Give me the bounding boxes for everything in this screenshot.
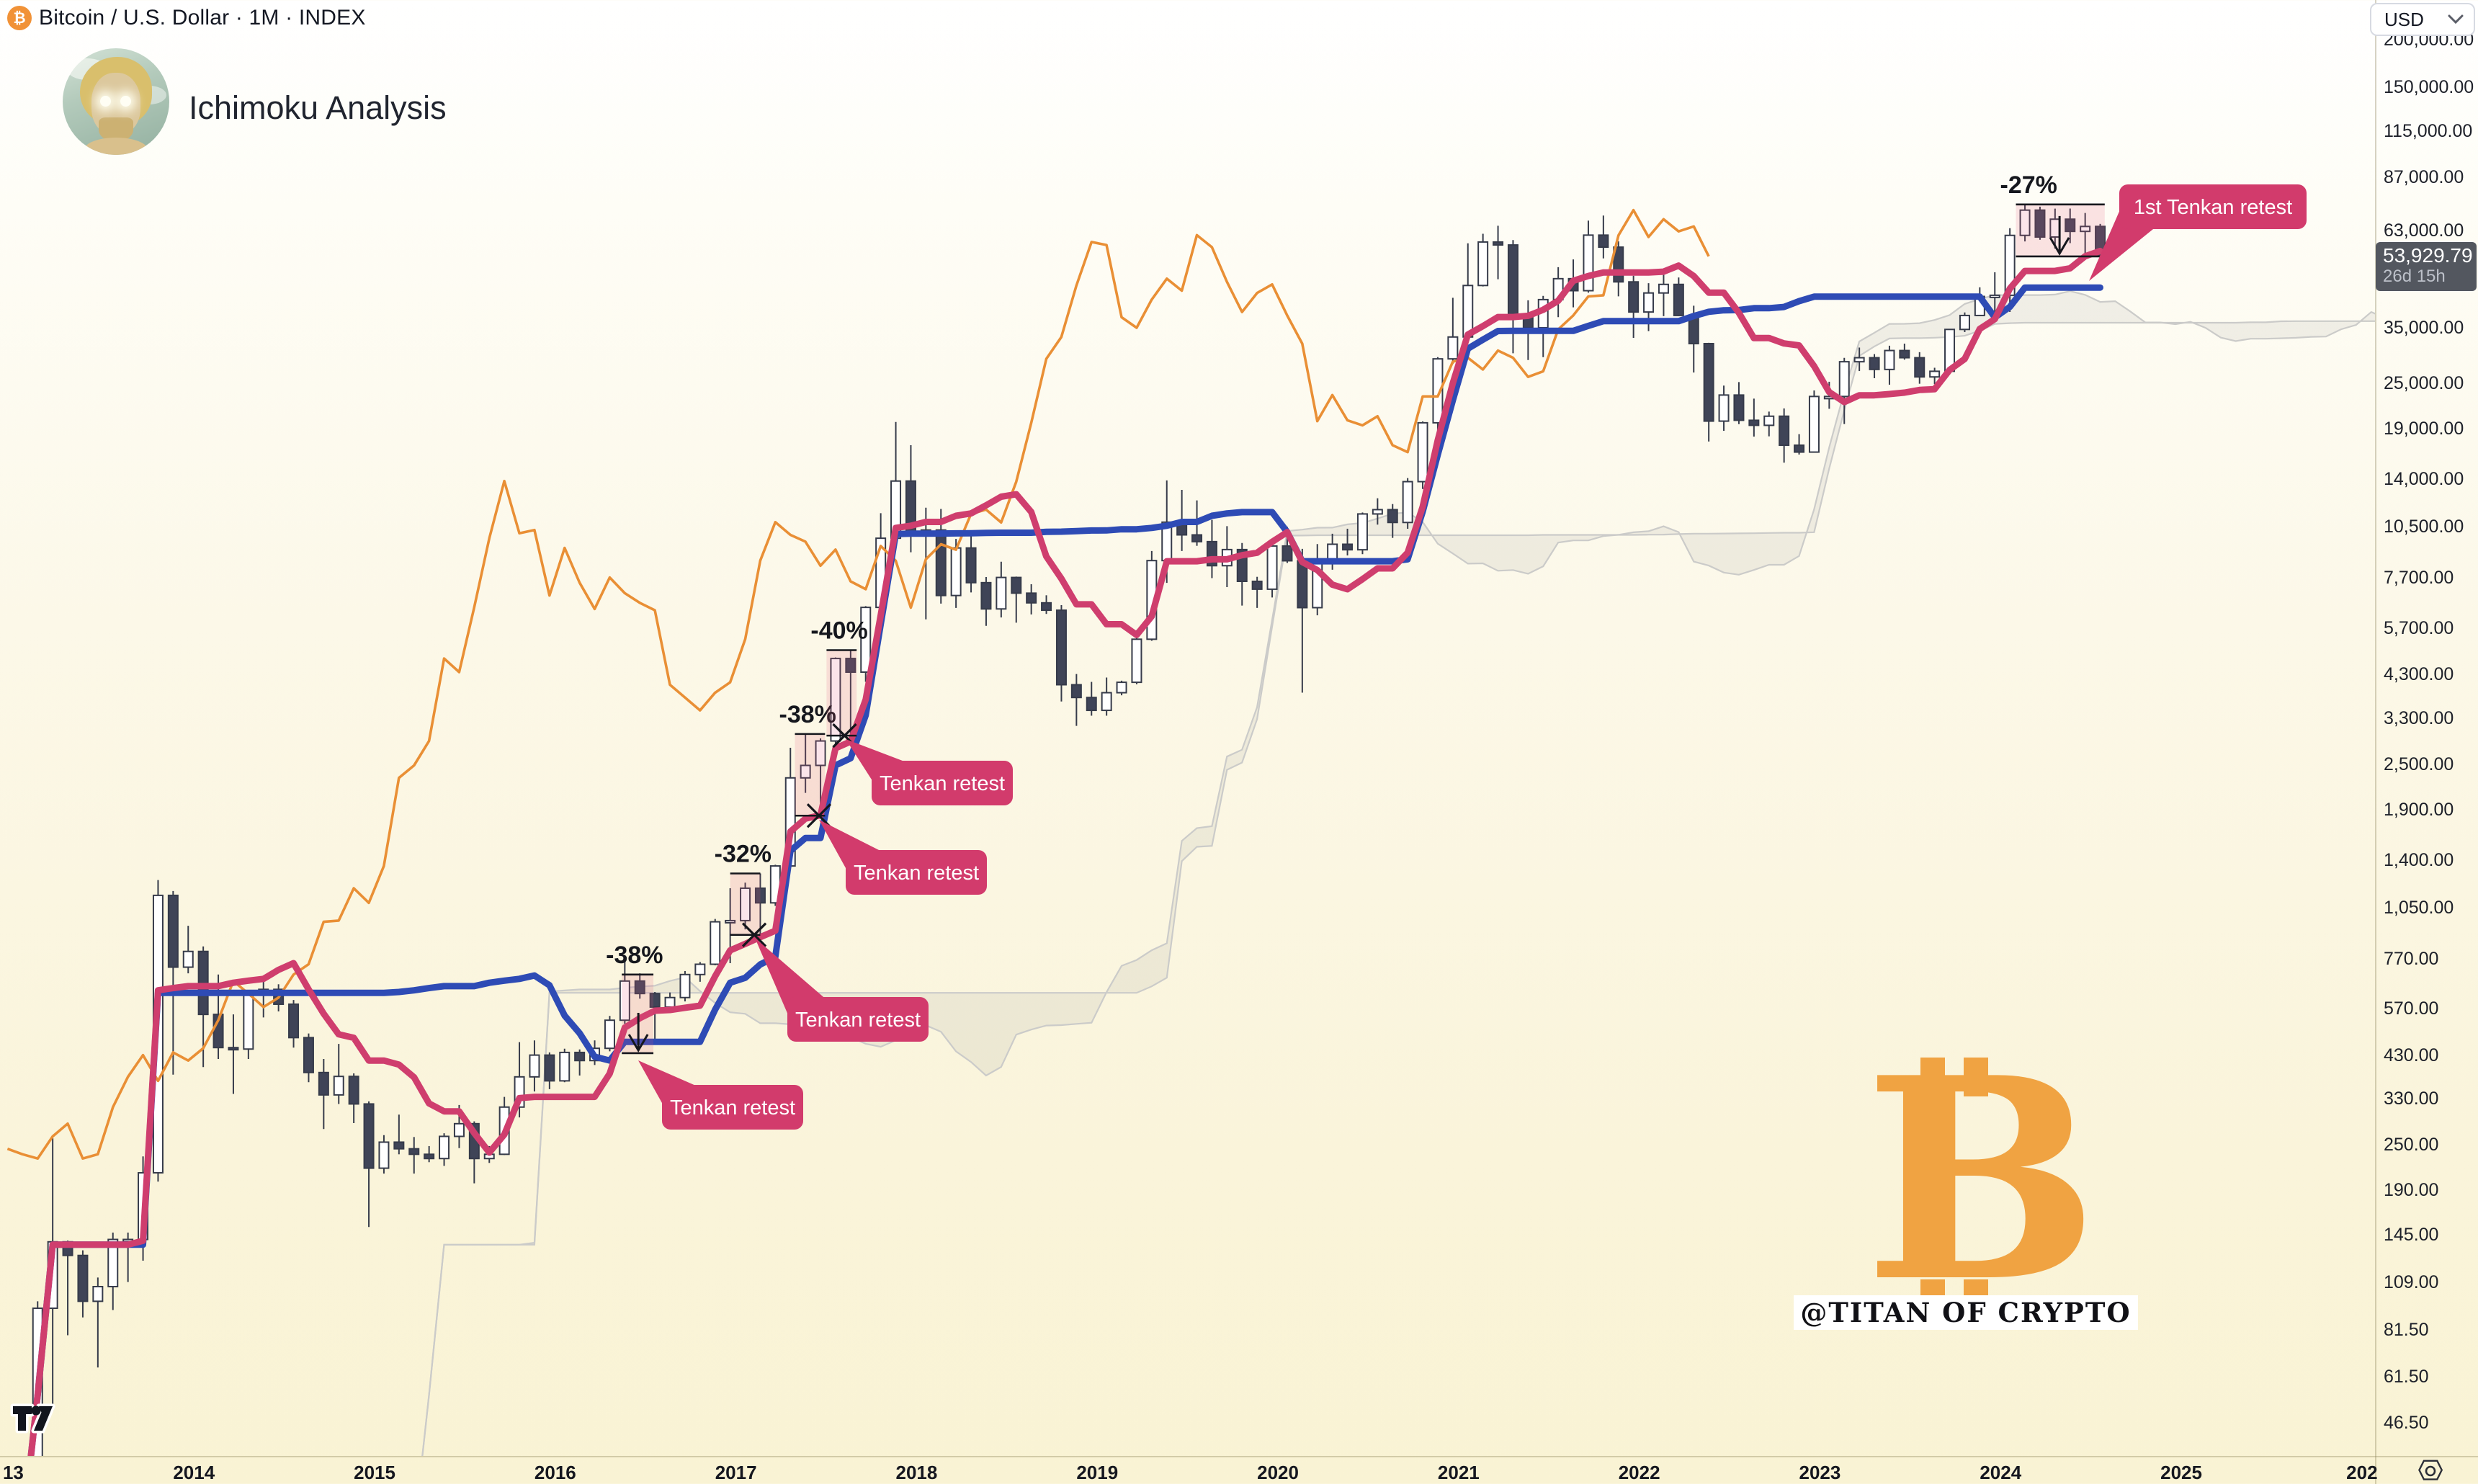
watermark-handle: @TITAN OF CRYPTO <box>1794 1295 2138 1330</box>
time-tick-label: 2019 <box>1076 1462 1119 1483</box>
ichimoku-cloud <box>421 290 2375 1456</box>
price-tick-label: 63,000.00 <box>2384 220 2464 241</box>
price-tick-label: 81.50 <box>2384 1320 2429 1341</box>
chart-header: ₿ Bitcoin / U.S. Dollar · 1M · INDEX <box>7 6 366 30</box>
drawdown-label: -27% <box>2000 171 2057 199</box>
time-tick-label: 2023 <box>1799 1462 1841 1483</box>
drawdown-label: -40% <box>810 617 867 644</box>
price-tick-label: 10,500.00 <box>2384 517 2464 537</box>
avatar-eye <box>100 96 111 107</box>
drawdown-label: -38% <box>606 942 663 969</box>
watermark-b-bar <box>1964 1058 1988 1096</box>
price-tick-label: 1,050.00 <box>2384 897 2454 918</box>
currency-label: USD <box>2384 8 2424 30</box>
watermark: B @TITAN OF CRYPTO <box>1779 1016 2154 1343</box>
kijun-sen-line <box>27 284 2103 1456</box>
time-tick-label: 2016 <box>534 1462 576 1483</box>
price-tick-label: 7,700.00 <box>2384 568 2454 589</box>
price-tick-label: 2,500.00 <box>2384 754 2454 774</box>
price-tick-label: 25,000.00 <box>2384 373 2464 394</box>
bitcoin-icon: ₿ <box>7 6 32 30</box>
price-tick-label: 570.00 <box>2384 998 2439 1019</box>
chevron-down-icon <box>2448 14 2464 24</box>
avatar-eye <box>120 96 131 107</box>
avatar <box>63 48 169 155</box>
annotation-badge-label: 1st Tenkan retest <box>2134 196 2292 219</box>
time-tick-label: 2024 <box>1980 1462 2022 1483</box>
price-tick-label: 1,900.00 <box>2384 799 2454 820</box>
annotation-badge <box>2119 184 2307 229</box>
price-tick-label: 87,000.00 <box>2384 167 2464 187</box>
price-tick-label: 61.50 <box>2384 1366 2429 1387</box>
annotation-badge <box>846 850 987 895</box>
price-tick-label: 14,000.00 <box>2384 469 2464 490</box>
time-tick-label: 2018 <box>895 1462 938 1483</box>
page-title: Ichimoku Analysis <box>189 89 447 126</box>
price-tick-label: 115,000.00 <box>2384 120 2473 141</box>
time-tick-label: 2021 <box>1437 1462 1480 1483</box>
tenkan-sen-line <box>27 247 2103 1456</box>
price-tick-label: 150,000.00 <box>2384 77 2474 97</box>
price-tick-label: 145.00 <box>2384 1225 2439 1246</box>
price-tick-label: 19,000.00 <box>2384 419 2464 439</box>
tradingview-logo[interactable] <box>10 1402 56 1439</box>
annotation-badge <box>662 1085 803 1130</box>
correction-boxes: -38% -32% -38% -40% -27% <box>606 171 2105 1055</box>
price-tick-label: 109.00 <box>2384 1271 2439 1292</box>
drawdown-label: -32% <box>715 841 771 868</box>
price-tick-label: 4,300.00 <box>2384 664 2454 685</box>
price-tick-label: 330.00 <box>2384 1089 2439 1109</box>
annotation-badge <box>872 761 1013 805</box>
time-tick-label: 2015 <box>354 1462 395 1483</box>
price-tick-label: 3,300.00 <box>2384 707 2454 728</box>
time-tick-label: 2022 <box>1618 1462 1660 1483</box>
time-axis-separator <box>0 1456 2478 1457</box>
bitcoin-glyph: ₿ <box>13 9 26 27</box>
watermark-b-bar <box>1920 1058 1945 1096</box>
time-tick-label: 2017 <box>715 1462 757 1483</box>
price-tick-label: 250.00 <box>2384 1135 2439 1156</box>
annotation-badge <box>787 997 929 1042</box>
bitcoin-watermark-icon: B <box>1864 1016 2098 1343</box>
price-tick-label: 1,400.00 <box>2384 849 2454 870</box>
symbol-title: Bitcoin / U.S. Dollar · 1M · INDEX <box>39 6 366 30</box>
annotation-badge-label: Tenkan retest <box>795 1009 921 1032</box>
bar-close-countdown: 26d 15h <box>2383 266 2446 286</box>
watermark-b-glyph: B <box>1864 1016 2098 1343</box>
annotation-badge-label: Tenkan retest <box>854 862 979 885</box>
annotation-badge-label: Tenkan retest <box>670 1096 795 1119</box>
price-tick-label: 46.50 <box>2384 1413 2429 1434</box>
price-axis-separator <box>2375 0 2376 1484</box>
price-tick-label: 770.00 <box>2384 948 2439 969</box>
time-tick-label: 13 <box>2 1462 24 1483</box>
time-tick-label: 2014 <box>173 1462 215 1483</box>
price-tick-label: 5,700.00 <box>2384 617 2454 638</box>
price-tick-label: 430.00 <box>2384 1045 2439 1065</box>
avatar-torso <box>84 138 148 155</box>
current-price-tag: 53,929.79 26d 15h <box>2376 242 2477 291</box>
time-tick-label: 202 <box>2346 1462 2378 1483</box>
time-tick-label: 2025 <box>2160 1462 2202 1483</box>
currency-selector-button[interactable]: USD <box>2370 3 2475 36</box>
annotation-badge-label: Tenkan retest <box>880 772 1005 795</box>
chikou-span-line <box>6 208 1710 1160</box>
price-tick-label: 190.00 <box>2384 1180 2439 1201</box>
current-price: 53,929.79 <box>2383 244 2473 267</box>
drawdown-label: -38% <box>779 701 836 728</box>
time-tick-label: 2020 <box>1257 1462 1299 1483</box>
price-tick-label: 35,000.00 <box>2384 317 2464 338</box>
settings-gear-icon[interactable] <box>2415 1459 2446 1484</box>
annotation-badges: Tenkan retest Tenkan retest Tenkan retest T… <box>638 184 2307 1130</box>
